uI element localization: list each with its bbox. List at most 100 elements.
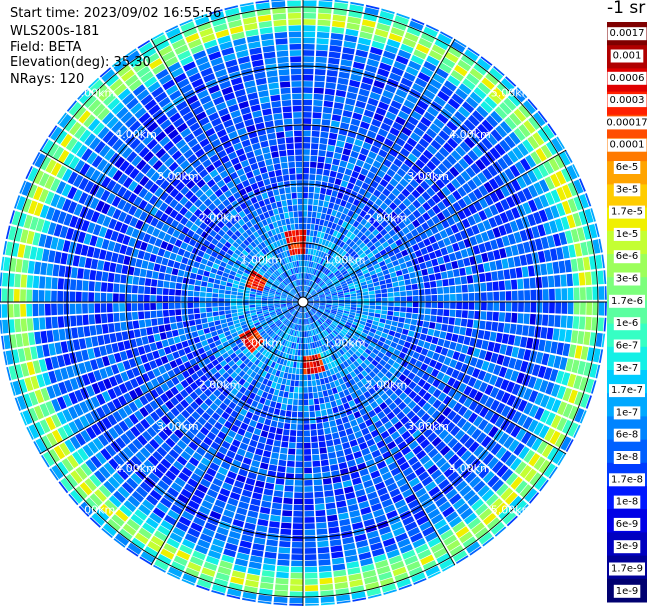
field-cell bbox=[423, 459, 435, 470]
field-cell bbox=[537, 110, 548, 123]
field-cell bbox=[342, 312, 349, 317]
field-cell bbox=[122, 446, 134, 459]
field-cell bbox=[413, 127, 425, 137]
field-cell bbox=[507, 150, 519, 163]
field-cell bbox=[357, 304, 363, 308]
field-cell bbox=[456, 503, 470, 515]
field-cell bbox=[393, 311, 400, 317]
field-cell bbox=[354, 256, 362, 263]
field-cell bbox=[458, 405, 468, 417]
field-cell bbox=[350, 290, 356, 295]
field-cell bbox=[141, 260, 149, 269]
field-cell bbox=[342, 207, 350, 215]
field-cell bbox=[274, 434, 282, 441]
field-cell bbox=[71, 267, 78, 279]
field-cell bbox=[206, 307, 213, 313]
field-cell bbox=[324, 290, 330, 294]
field-cell bbox=[94, 303, 101, 313]
field-cell bbox=[171, 329, 179, 337]
field-cell bbox=[332, 298, 338, 301]
field-cell bbox=[255, 294, 262, 298]
field-cell bbox=[105, 444, 117, 457]
field-cell bbox=[70, 470, 83, 484]
field-cell bbox=[151, 279, 158, 287]
field-cell bbox=[66, 454, 79, 469]
field-cell bbox=[304, 566, 318, 573]
field-cell bbox=[461, 284, 468, 293]
field-cell bbox=[167, 572, 181, 580]
field-cell bbox=[278, 314, 285, 319]
field-cell bbox=[475, 233, 484, 244]
field-cell bbox=[145, 319, 152, 327]
field-cell bbox=[117, 468, 129, 481]
field-cell bbox=[309, 411, 316, 418]
field-cell bbox=[317, 319, 323, 325]
field-cell bbox=[343, 389, 350, 396]
field-cell bbox=[265, 316, 272, 321]
field-cell bbox=[345, 381, 352, 389]
field-cell bbox=[515, 267, 523, 278]
field-cell bbox=[286, 321, 291, 327]
field-cell bbox=[303, 368, 307, 375]
field-cell bbox=[311, 291, 316, 296]
field-cell bbox=[170, 396, 179, 406]
field-cell bbox=[454, 232, 463, 242]
field-cell bbox=[327, 145, 335, 152]
field-cell bbox=[296, 305, 300, 310]
field-cell bbox=[277, 553, 290, 560]
field-cell bbox=[378, 193, 387, 202]
field-cell bbox=[79, 482, 93, 496]
field-cell bbox=[551, 137, 563, 153]
field-cell bbox=[466, 365, 475, 376]
field-cell bbox=[340, 383, 347, 391]
field-cell bbox=[281, 308, 288, 312]
field-cell bbox=[200, 478, 211, 488]
field-cell bbox=[447, 437, 458, 449]
field-cell bbox=[398, 584, 412, 591]
field-cell bbox=[330, 354, 336, 361]
field-cell bbox=[234, 323, 241, 328]
field-cell bbox=[347, 459, 356, 468]
field-cell bbox=[306, 304, 312, 308]
field-cell bbox=[560, 216, 570, 230]
field-cell bbox=[480, 292, 487, 301]
field-cell bbox=[317, 326, 323, 333]
field-cell bbox=[346, 498, 357, 506]
field-cell bbox=[328, 375, 334, 383]
field-cell bbox=[306, 267, 309, 273]
field-cell bbox=[500, 198, 510, 211]
field-cell bbox=[447, 377, 456, 387]
field-cell bbox=[289, 603, 303, 606]
field-cell bbox=[352, 185, 361, 193]
field-cell bbox=[196, 446, 206, 457]
field-cell bbox=[203, 344, 211, 352]
field-cell bbox=[199, 573, 214, 583]
field-cell bbox=[353, 266, 360, 272]
field-cell bbox=[420, 439, 431, 449]
field-cell bbox=[58, 481, 69, 494]
field-cell bbox=[390, 325, 397, 332]
field-cell bbox=[314, 335, 318, 342]
field-cell bbox=[304, 318, 307, 325]
field-cell bbox=[505, 422, 516, 435]
field-cell bbox=[175, 403, 185, 413]
field-cell bbox=[392, 234, 400, 242]
field-cell bbox=[426, 55, 440, 67]
field-cell bbox=[271, 314, 277, 318]
field-cell bbox=[316, 31, 330, 39]
field-cell bbox=[374, 285, 381, 291]
field-cell bbox=[146, 327, 153, 336]
field-cell bbox=[347, 319, 354, 324]
field-cell bbox=[403, 341, 411, 349]
field-cell bbox=[350, 1, 364, 7]
field-cell bbox=[325, 402, 332, 409]
field-cell bbox=[179, 334, 187, 342]
field-cell bbox=[472, 145, 484, 158]
field-cell bbox=[375, 134, 386, 143]
field-cell bbox=[303, 387, 308, 393]
field-cell bbox=[230, 295, 237, 299]
field-cell bbox=[293, 361, 297, 368]
field-cell bbox=[300, 362, 303, 369]
field-cell bbox=[112, 411, 123, 423]
field-cell bbox=[358, 37, 372, 46]
